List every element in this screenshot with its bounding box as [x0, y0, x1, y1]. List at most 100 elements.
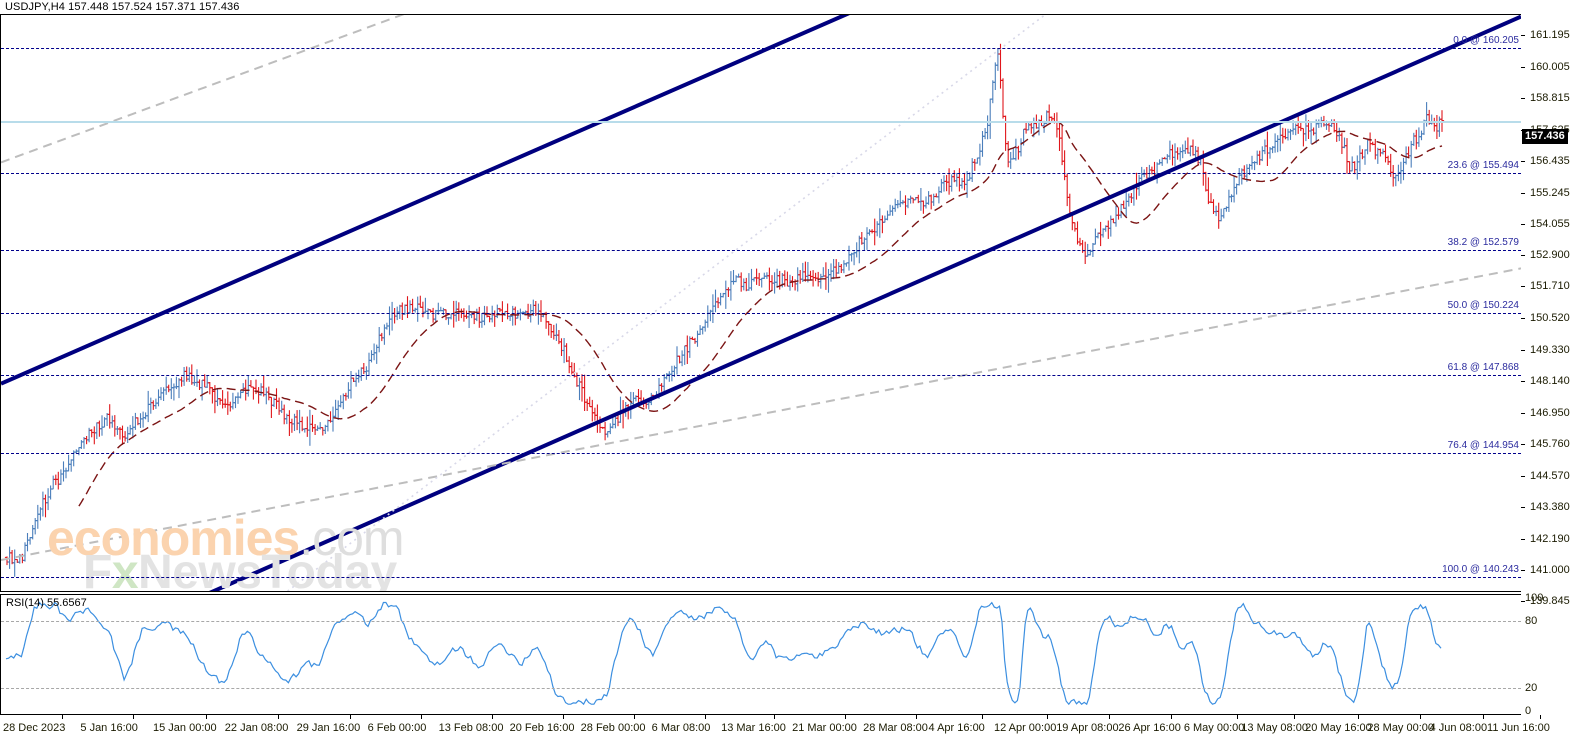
fibonacci-level-line [1, 173, 1521, 175]
price-axis-tick [1521, 192, 1525, 194]
time-axis-label: 4 Jun 08:00 [1429, 722, 1488, 734]
price-axis-tick [1521, 412, 1525, 414]
price-axis-label: 150.520 [1530, 312, 1570, 324]
price-axis-label: 154.055 [1530, 218, 1570, 231]
time-axis-label: 4 Apr 16:00 [928, 722, 985, 734]
time-axis-label: 21 Mar 00:00 [792, 722, 857, 734]
rsi-axis-label: 80 [1525, 614, 1538, 627]
price-axis-label: 156.435 [1530, 155, 1570, 168]
time-axis-label: 20 May 16:00 [1305, 722, 1372, 734]
time-axis-tick [1109, 715, 1111, 719]
time-axis-tick [349, 715, 351, 719]
price-plot-area[interactable]: economies.com FxNewsToday 0.0 @ 160.205 2… [1, 15, 1521, 591]
time-axis-label: 26 Apr 16:00 [1118, 722, 1181, 734]
time-axis-tick [206, 715, 207, 719]
price-series-svg [1, 15, 1521, 591]
time-axis-tick [420, 715, 422, 719]
time-axis-label: 6 Mar 08:00 [651, 722, 711, 734]
price-axis-tick [1521, 444, 1525, 446]
time-axis-tick [562, 715, 564, 719]
price-axis-tick [1521, 254, 1525, 256]
price-axis-label: 158.815 [1530, 92, 1570, 105]
fibonacci-level-label: 23.6 @ 155.494 [1447, 160, 1519, 172]
price-axis-label: 160.005 [1530, 60, 1570, 73]
price-axis-label: 151.710 [1530, 280, 1570, 293]
price-axis-label: 142.190 [1530, 532, 1570, 545]
time-axis-label: 13 Mar 16:00 [721, 722, 786, 734]
time-axis-tick [916, 715, 918, 719]
current-price-tag: 157.436 [1522, 128, 1568, 144]
time-axis-label: 15 Jan 00:00 [153, 722, 217, 734]
price-axis-tick [1521, 507, 1525, 509]
time-axis-label: 13 May 08:00 [1241, 722, 1308, 734]
time-axis-label: 22 Jan 08:00 [224, 722, 289, 734]
rsi-plot-area[interactable]: RSI(14) 55.6567 [1, 595, 1521, 714]
price-axis-label: 144.570 [1530, 469, 1570, 482]
time-axis-tick [1294, 715, 1296, 719]
time-axis-label: 20 Feb 16:00 [509, 722, 575, 734]
quote-bar: USDJPY,H4 157.448 157.524 157.371 157.43… [0, 0, 1596, 14]
time-axis-tick [845, 715, 847, 719]
time-axis-tick [1358, 715, 1360, 719]
price-axis-tick [1521, 538, 1525, 540]
rsi-guide-line [1, 688, 1521, 690]
time-axis-label: 29 Jan 16:00 [296, 722, 361, 734]
price-axis-tick [1521, 66, 1525, 68]
price-axis-tick [1521, 570, 1525, 572]
fibonacci-level-line [1, 312, 1521, 314]
time-axis-tick [981, 715, 983, 719]
time-axis-label: 28 Dec 2023 [3, 722, 66, 734]
fibonacci-level-line [1, 452, 1521, 454]
price-axis-tick [1521, 286, 1525, 288]
time-axis-tick [133, 715, 135, 719]
rsi-indicator-panel[interactable]: RSI(14) 55.6567 [0, 594, 1522, 715]
time-axis-label: 6 Feb 00:00 [367, 722, 427, 734]
time-axis-tick [1540, 715, 1542, 719]
time-axis-label: 28 Mar 08:00 [863, 722, 928, 734]
fibonacci-level-line [1, 48, 1521, 50]
price-axis-tick [1521, 98, 1525, 100]
time-axis-tick [1236, 715, 1238, 719]
price-axis-label: 146.950 [1530, 406, 1570, 419]
current-price-line [1, 120, 1521, 123]
price-axis-tick [1521, 161, 1525, 163]
time-axis-label: 19 Apr 08:00 [1056, 722, 1119, 734]
time-axis-tick [704, 715, 706, 719]
fibonacci-level-label: 0.0 @ 160.205 [1453, 35, 1519, 47]
price-axis-label: 152.900 [1530, 248, 1570, 261]
rsi-series-svg [5, 601, 1442, 706]
price-axis-tick [1521, 35, 1525, 36]
price-axis-tick [1521, 318, 1525, 319]
fibonacci-level-line [1, 375, 1521, 377]
price-axis-tick [1521, 601, 1525, 602]
rsi-axis-label: 0 [1525, 705, 1532, 717]
time-axis: 28 Dec 2023 5 Jan 16:00 15 Jan 00:00 22 Jan… [0, 715, 1596, 743]
time-axis-tick [1171, 715, 1173, 719]
time-axis-label: 28 May 00:00 [1367, 722, 1435, 734]
time-axis-tick [1482, 715, 1484, 719]
price-axis-label: 161.195 [1530, 29, 1570, 41]
rsi-axis-label: 100 [1525, 592, 1544, 604]
rsi-guide-line [1, 620, 1521, 622]
time-axis-tick [491, 715, 493, 719]
price-axis-tick [1521, 349, 1525, 351]
price-axis-label: 155.245 [1530, 186, 1570, 199]
price-axis-tick [1521, 381, 1525, 383]
price-axis-tick [1521, 224, 1525, 226]
symbol-quote-label: USDJPY,H4 157.448 157.524 157.371 157.43… [5, 1, 240, 13]
fibonacci-level-label: 61.8 @ 147.868 [1447, 362, 1519, 374]
time-axis-label: 11 Jun 16:00 [1487, 722, 1550, 734]
price-axis-label: 139.845 [1530, 595, 1570, 607]
time-axis-tick [633, 715, 635, 719]
time-axis-tick [1420, 715, 1422, 719]
price-axis-label: 149.330 [1530, 343, 1570, 356]
time-axis-label: 6 May 00:00 [1183, 722, 1245, 734]
time-axis-label: 5 Jan 16:00 [80, 722, 138, 734]
time-axis-label: 12 Apr 00:00 [993, 722, 1057, 734]
time-axis-tick [277, 715, 279, 719]
price-axis: 161.195160.005158.815157.625156.435155.2… [1521, 14, 1596, 717]
fibonacci-level-label: 38.2 @ 152.579 [1447, 237, 1519, 249]
price-chart-panel[interactable]: economies.com FxNewsToday 0.0 @ 160.205 2… [0, 14, 1522, 592]
rsi-indicator-label: RSI(14) 55.6567 [6, 597, 87, 609]
